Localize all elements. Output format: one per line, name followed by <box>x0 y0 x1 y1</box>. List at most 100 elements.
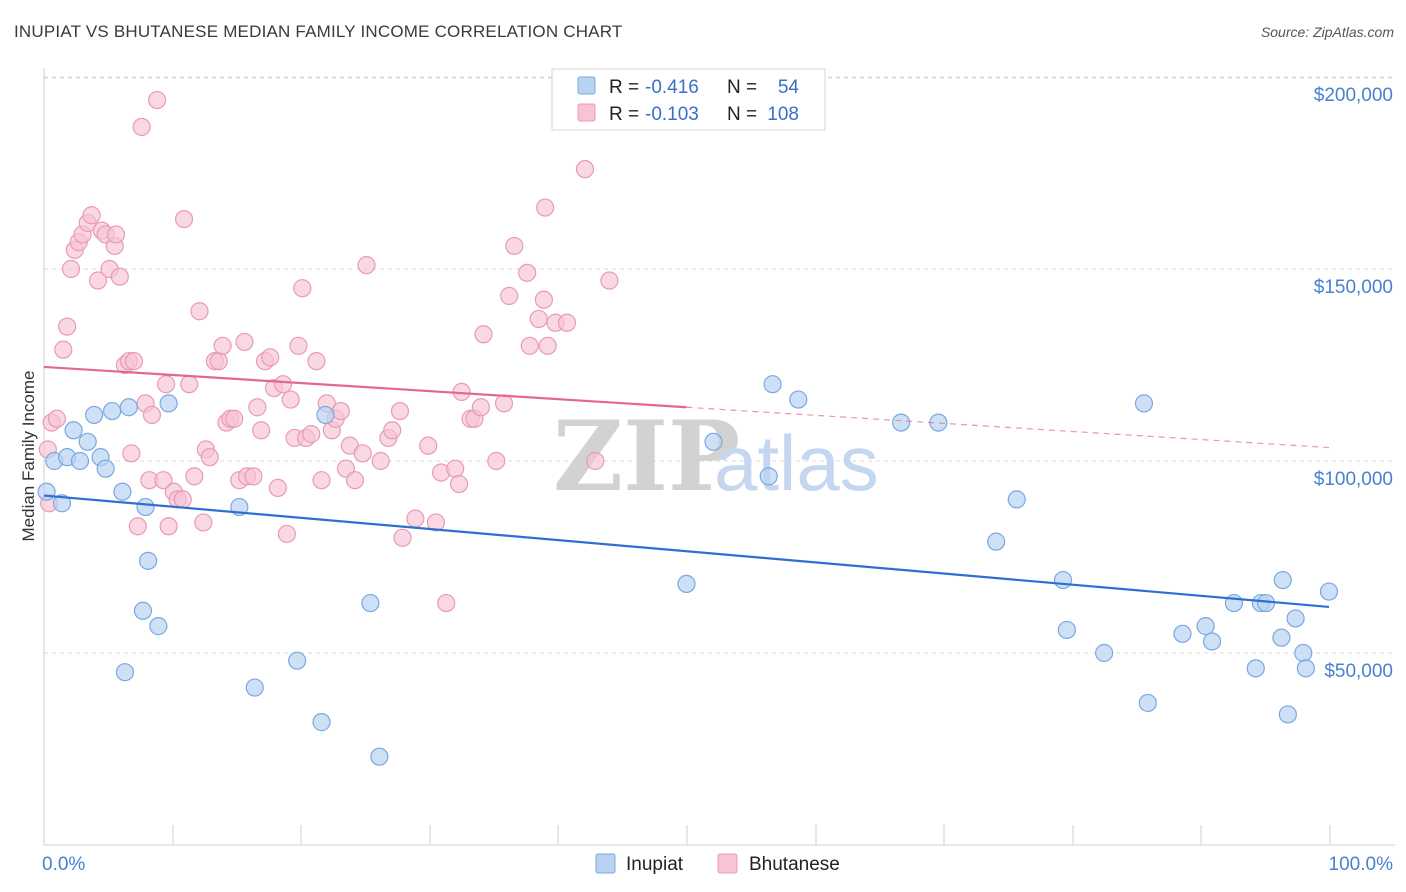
bhutanese-point <box>132 117 151 137</box>
inupiat-point <box>70 451 90 471</box>
inupiat-point <box>159 394 178 413</box>
bhutanese-point <box>471 398 490 417</box>
inupiat-point <box>312 713 331 732</box>
inupiat-point <box>64 421 83 440</box>
bhutanese-point <box>173 490 192 509</box>
inupiat-point <box>1057 620 1076 640</box>
legend-inupiat-swatch <box>595 853 616 874</box>
bhutanese-point <box>393 528 412 547</box>
inupiat-point <box>1296 659 1315 678</box>
bhutanese-point <box>518 263 537 282</box>
inupiat-point <box>1134 394 1154 413</box>
bhutanese-point <box>147 90 167 110</box>
inupiat-point <box>138 551 158 570</box>
inupiat-point <box>891 413 911 432</box>
bhutanese-point <box>88 271 108 290</box>
bhutanese-point <box>156 375 176 394</box>
bhutanese-point <box>474 325 493 344</box>
bhutanese-point <box>142 405 162 425</box>
inupiat-point <box>119 398 138 417</box>
legend-inupiat-label: Inupiat <box>626 854 684 875</box>
inupiat-point <box>987 532 1006 551</box>
bhutanese-point <box>437 593 456 613</box>
bhutanese-point <box>371 451 390 471</box>
bhutanese-point <box>248 398 267 417</box>
bhutanese-points <box>38 90 619 613</box>
inupiat-n-value: 54 <box>778 77 800 98</box>
bhutanese-point <box>419 436 438 455</box>
x-tick-label-start: 0.0% <box>42 854 85 875</box>
bhutanese-point <box>209 352 228 371</box>
bhutanese-point <box>268 478 287 497</box>
y-tick-labels: $50,000 $100,000 $150,000 $200,000 <box>1314 85 1393 682</box>
bhutanese-point <box>106 225 126 244</box>
bhutanese-point <box>600 271 619 290</box>
inupiat-point <box>149 617 168 636</box>
inupiat-point <box>1272 628 1291 647</box>
inupiat-point <box>1202 632 1222 651</box>
bhutanese-point <box>500 286 519 305</box>
bhutanese-point <box>122 444 141 463</box>
bhutanese-point <box>293 279 312 298</box>
chart-title: INUPIAT VS BHUTANESE MEDIAN FAMILY INCOM… <box>14 22 623 41</box>
y-tick-label: $200,000 <box>1314 85 1393 106</box>
inupiat-trend-line <box>43 494 1330 609</box>
x-tick-label-end: 100.0% <box>1329 854 1394 875</box>
inupiat-points <box>37 375 1339 766</box>
bhutanese-point <box>47 409 66 428</box>
inupiat-point <box>245 678 264 697</box>
bhutanese-point <box>174 209 194 229</box>
bhutanese-n-label: N = <box>727 104 757 125</box>
inupiat-point <box>78 432 97 451</box>
inupiat-point <box>1319 582 1339 601</box>
trend-lines <box>43 365 1330 609</box>
bhutanese-point <box>534 290 553 309</box>
inupiat-point <box>136 497 155 517</box>
bhutanese-point <box>345 471 365 490</box>
bhutanese-point <box>520 336 539 355</box>
bhutanese-point <box>536 198 555 217</box>
bhutanese-point <box>281 390 300 409</box>
inupiat-point <box>37 482 56 501</box>
bhutanese-point <box>261 348 280 367</box>
bhutanese-point <box>494 394 514 413</box>
bhutanese-point <box>353 444 372 463</box>
inupiat-point <box>759 467 778 486</box>
bhutanese-point <box>529 309 548 329</box>
bhutanese-point <box>312 471 331 490</box>
inupiat-point <box>1278 705 1297 724</box>
bhutanese-point <box>244 467 263 486</box>
inupiat-point <box>103 401 122 421</box>
inupiat-point <box>288 651 307 670</box>
inupiat-point <box>1246 659 1265 678</box>
inupiat-point <box>1007 490 1026 509</box>
inupiat-point <box>1294 643 1313 663</box>
bhutanese-point <box>159 517 178 536</box>
inupiat-point <box>316 405 335 425</box>
inupiat-point <box>113 482 132 501</box>
inupiat-point <box>133 601 153 620</box>
bhutanese-point <box>154 471 173 490</box>
inupiat-point <box>1095 643 1114 663</box>
bhutanese-trend-line-dashed <box>686 406 1330 449</box>
bhutanese-point <box>357 256 376 275</box>
watermark-zip: ZIP <box>553 400 740 513</box>
watermark-atlas: atlas <box>714 419 879 507</box>
watermark: ZIP atlas <box>553 400 879 513</box>
legend-bhutanese-swatch <box>717 853 738 874</box>
bhutanese-point <box>185 467 204 486</box>
bhutanese-point <box>190 302 209 321</box>
y-axis-label: Median Family Income <box>19 370 38 541</box>
bhutanese-point <box>487 451 506 471</box>
inupiat-point <box>115 663 135 682</box>
inupiat-point <box>677 574 696 593</box>
bhutanese-point <box>235 332 254 352</box>
bhutanese-swatch <box>577 103 596 122</box>
inupiat-point <box>789 390 808 409</box>
bhutanese-point <box>383 421 402 440</box>
inupiat-point <box>763 375 782 394</box>
inupiat-point <box>1273 570 1292 590</box>
x-tick-labels: 0.0% 100.0% <box>42 854 1393 875</box>
bhutanese-point <box>277 524 296 544</box>
bhutanese-point <box>426 513 446 532</box>
